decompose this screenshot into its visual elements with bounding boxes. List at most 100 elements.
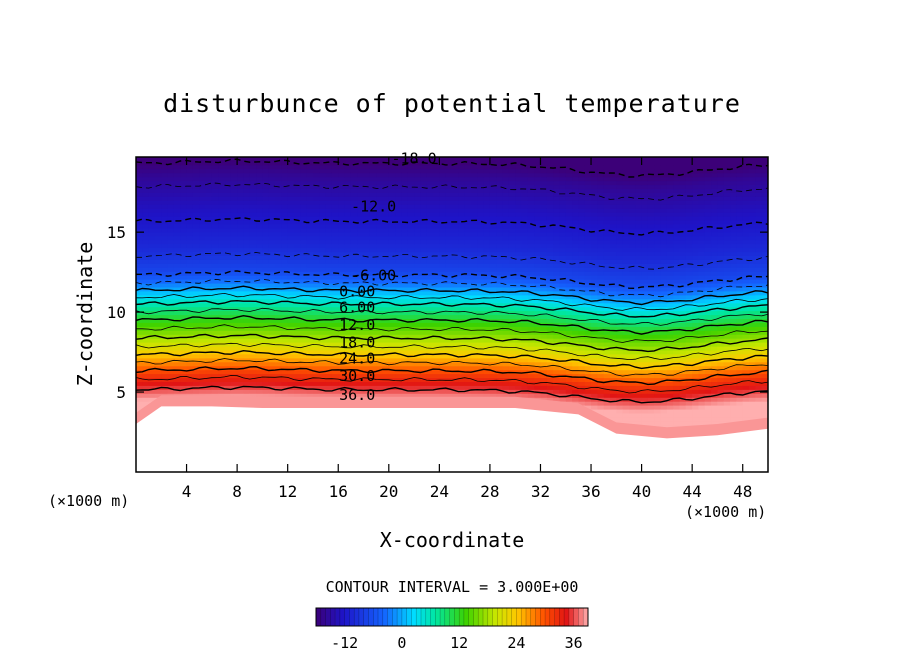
field-cell xyxy=(477,204,485,209)
field-cell xyxy=(237,200,244,205)
field-cell xyxy=(224,157,232,162)
field-cell xyxy=(224,318,232,323)
field-cell xyxy=(249,271,257,276)
field-cell xyxy=(426,318,434,323)
field-cell xyxy=(439,286,447,292)
field-cell xyxy=(319,338,327,343)
field-cell xyxy=(508,208,516,213)
field-cell xyxy=(205,172,213,178)
field-cell xyxy=(136,220,143,225)
field-cell xyxy=(496,255,504,260)
field-cell xyxy=(281,196,289,201)
field-cell xyxy=(508,310,516,316)
field-cell xyxy=(407,204,415,209)
field-cell xyxy=(294,188,301,193)
field-cell xyxy=(294,255,301,260)
field-cell xyxy=(211,365,219,371)
field-cell xyxy=(230,255,238,260)
field-cell xyxy=(344,235,352,241)
field-cell xyxy=(445,231,453,237)
field-cell xyxy=(136,353,143,359)
field-cell xyxy=(489,357,497,363)
field-cell xyxy=(268,259,276,264)
field-cell xyxy=(281,283,289,288)
field-cell xyxy=(388,172,396,178)
field-cell xyxy=(357,298,365,304)
field-cell xyxy=(376,271,384,276)
field-cell xyxy=(357,346,365,351)
field-cell xyxy=(477,393,485,398)
field-cell xyxy=(489,184,497,190)
field-cell xyxy=(464,377,472,382)
field-cell xyxy=(243,168,251,174)
field-cell xyxy=(300,255,308,260)
field-cell xyxy=(439,160,447,166)
field-cell xyxy=(338,342,346,347)
field-cell xyxy=(294,369,301,375)
field-cell xyxy=(414,353,421,359)
field-cell xyxy=(237,227,244,233)
field-cell xyxy=(420,338,428,343)
field-cell xyxy=(464,365,472,371)
field-cell xyxy=(344,263,352,268)
field-cell xyxy=(224,349,232,355)
field-cell xyxy=(344,188,352,193)
field-cell xyxy=(382,259,390,264)
field-cell xyxy=(281,353,289,359)
field-cell xyxy=(294,223,301,229)
field-cell xyxy=(477,298,485,304)
field-cell xyxy=(363,220,371,225)
field-cell xyxy=(496,279,504,284)
field-cell xyxy=(186,247,194,253)
field-cell xyxy=(148,220,156,225)
field-cell xyxy=(268,310,276,316)
field-cell xyxy=(331,318,339,323)
field-cell xyxy=(483,306,491,312)
field-cell xyxy=(401,172,409,178)
field-cell xyxy=(237,176,244,182)
field-cell xyxy=(452,334,459,339)
field-cell xyxy=(388,160,396,166)
field-cell xyxy=(192,176,200,182)
field-cell xyxy=(313,298,320,304)
field-cell xyxy=(205,157,213,162)
field-cell xyxy=(294,346,301,351)
field-cell xyxy=(439,192,447,197)
field-cell xyxy=(192,365,200,371)
field-cell xyxy=(294,283,301,288)
field-cell xyxy=(325,385,333,390)
field-cell xyxy=(294,157,301,162)
field-cell xyxy=(388,373,396,379)
field-cell xyxy=(369,251,377,256)
field-cell xyxy=(230,216,238,221)
field-cell xyxy=(161,275,169,280)
field-cell xyxy=(471,298,478,304)
field-cell xyxy=(313,243,320,249)
field-cell xyxy=(186,231,194,237)
field-cell xyxy=(401,157,409,162)
field-cell xyxy=(489,322,497,327)
field-cell xyxy=(414,157,421,162)
field-cell xyxy=(211,243,219,249)
field-cell xyxy=(180,346,188,351)
field-cell xyxy=(173,196,181,201)
field-cell xyxy=(230,188,238,193)
field-cell xyxy=(275,322,282,327)
field-cell xyxy=(148,251,156,256)
field-cell xyxy=(357,168,365,174)
field-cell xyxy=(281,255,289,260)
field-cell xyxy=(148,235,156,241)
field-cell xyxy=(357,255,365,260)
field-cell xyxy=(218,200,226,205)
field-cell xyxy=(142,208,150,213)
field-cell xyxy=(508,192,516,197)
field-cell xyxy=(489,290,497,296)
field-cell xyxy=(275,259,282,264)
field-cell xyxy=(471,263,478,268)
field-cell xyxy=(142,334,150,339)
field-cell xyxy=(527,334,535,339)
field-cell xyxy=(331,216,339,221)
field-cell xyxy=(521,334,529,339)
field-cell xyxy=(306,263,314,268)
